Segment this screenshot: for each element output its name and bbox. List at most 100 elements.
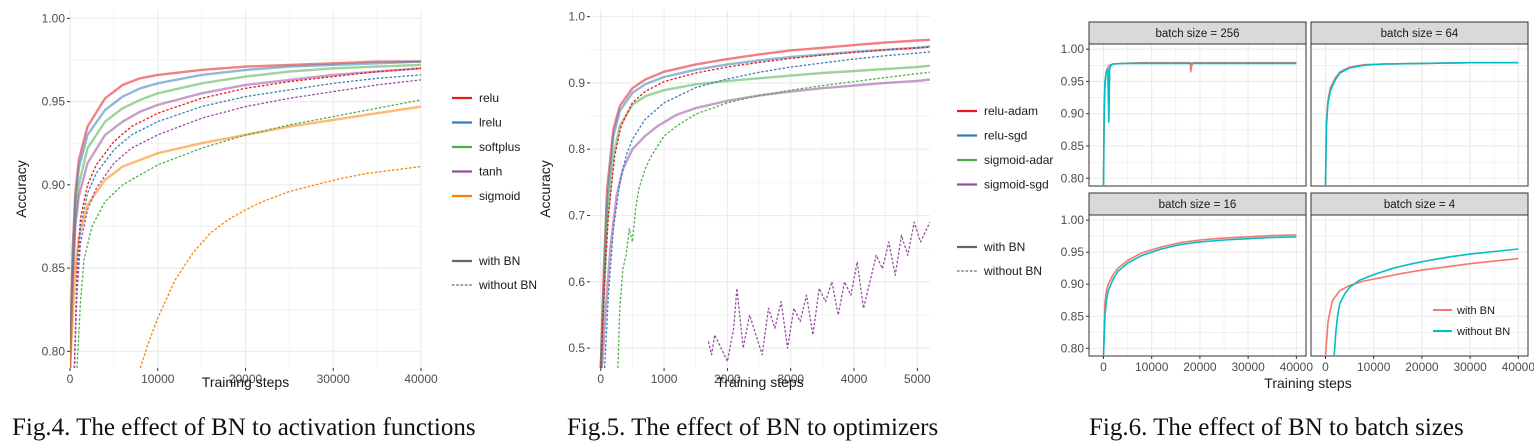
legend-clip-mask <box>1078 170 1088 186</box>
caption-fig4: Fig.4. The effect of BN to activation fu… <box>12 414 476 441</box>
y-tick-label: 0.7 <box>568 209 585 223</box>
series-group <box>1324 248 1519 356</box>
y-tick-label: 1.00 <box>42 11 66 25</box>
x-tick-label: 0 <box>597 372 604 386</box>
series-line-without-BN-with-bn <box>1333 248 1519 356</box>
series-group <box>1102 234 1297 356</box>
x-tick-label: 30000 <box>317 372 351 386</box>
series-group <box>599 38 930 368</box>
x-tick-label: 20000 <box>1405 360 1439 374</box>
facet-strip-label: batch size = 16 <box>1159 199 1237 211</box>
facet-strip-label: batch size = 256 <box>1155 28 1239 40</box>
caption-fig6: Fig.6. The effect of BN to batch sizes <box>1089 414 1464 441</box>
fig5-legend-without-BN-label: without BN <box>983 264 1042 278</box>
x-tick-label: 30000 <box>1453 360 1487 374</box>
series-line-sigmoid-with-bn <box>70 105 421 368</box>
x-tick-label: 40000 <box>1502 360 1534 374</box>
x-tick-label: 5000 <box>904 372 931 386</box>
x-tick-label: 40000 <box>404 372 438 386</box>
fig5-legend-relu-adam-label: relu-adam <box>984 104 1038 118</box>
series-line-relu-sgd-with-bn <box>599 45 930 368</box>
x-tick-label: 20000 <box>229 372 263 386</box>
series-line-with-BN-with-bn <box>1324 257 1519 356</box>
plot-border <box>1088 214 1307 357</box>
fig5-y-axis-title: Accuracy <box>537 160 553 218</box>
series-line-sigmoid-sgd-with-bn <box>600 78 930 368</box>
fig4-plot: 0.80 0.85 0.90 0.95 1.00 0 10000 20000 30000 4000… <box>42 10 438 386</box>
series-line-tanh-with-bn <box>70 67 421 368</box>
series-line-relu-sgd-without-bn <box>603 51 930 368</box>
series-line-tanh-without-bn <box>73 79 421 368</box>
y-tick-label: 0.85 <box>1061 139 1085 153</box>
fig6-panel: 0.80 0.85 0.90 0.95 1.00 0 10000 20000 30000 4000… <box>1061 213 1314 374</box>
series-line-with-BN-with-bn <box>1102 234 1297 356</box>
x-tick-label: 10000 <box>141 372 175 386</box>
fig4-legend-softplus-label: softplus <box>479 140 520 154</box>
series-line-sigmoid-adar-with-bn <box>599 64 930 368</box>
y-tick-label: 1.00 <box>1061 213 1085 227</box>
caption-fig5: Fig.5. The effect of BN to optimizers <box>567 414 938 441</box>
y-tick-label: 0.85 <box>1061 309 1085 323</box>
x-tick-label: 10000 <box>1135 360 1169 374</box>
x-tick-label: 4000 <box>841 372 868 386</box>
y-tick-label: 0.85 <box>42 261 66 275</box>
fig4-y-axis-title: Accuracy <box>13 160 29 218</box>
fig5-legend-with-BN-label: with BN <box>983 240 1025 254</box>
fig4-legend-relu-label: relu <box>479 91 499 105</box>
fig6-panel <box>1310 43 1529 187</box>
series-line-without-BN-with-bn <box>1324 61 1519 186</box>
series-line-without-BN-with-bn <box>1102 236 1297 356</box>
fig6-panel: 0 10000 20000 30000 40000 <box>1310 214 1534 374</box>
series-group <box>70 60 421 368</box>
facet-strip-label: batch size = 4 <box>1384 199 1456 211</box>
fig5-legend-relu-sgd-label: relu-sgd <box>984 129 1027 143</box>
x-tick-label: 0 <box>1322 360 1329 374</box>
y-tick-label: 0.6 <box>568 275 585 289</box>
fig6-panel: 0.80 0.85 0.90 0.95 1.00 <box>1061 42 1307 187</box>
y-tick-label: 0.95 <box>1061 74 1085 88</box>
y-tick-label: 0.95 <box>1061 245 1085 259</box>
y-tick-label: 0.5 <box>568 341 585 355</box>
x-tick-label: 0 <box>67 372 74 386</box>
fig6-legend-label-with-BN: with BN <box>1456 305 1495 317</box>
fig4-legend-tanh-label: tanh <box>479 165 502 179</box>
x-tick-label: 30000 <box>1231 360 1265 374</box>
y-tick-label: 0.9 <box>568 76 585 90</box>
series-line-without-BN-with-bn <box>1102 62 1297 186</box>
series-group <box>1324 61 1519 186</box>
y-tick-label: 0.80 <box>42 344 66 358</box>
plot-border <box>1088 43 1307 187</box>
series-line-relu-adam-without-bn <box>600 46 930 368</box>
y-tick-label: 0.90 <box>1061 107 1085 121</box>
series-line-sigmoid-sgd-without-bn <box>707 221 930 363</box>
x-tick-label: 1000 <box>651 372 678 386</box>
fig5-legend-sigmoid-sgd-label: sigmoid-sgd <box>984 178 1049 192</box>
fig6-x-axis-title: Training steps <box>1264 375 1351 391</box>
series-line-lrelu-without-bn <box>73 74 421 368</box>
series-group <box>1102 61 1297 186</box>
y-tick-label: 0.8 <box>568 142 585 156</box>
y-tick-label: 0.80 <box>1061 171 1085 185</box>
x-tick-label: 2000 <box>714 372 741 386</box>
y-tick-label: 1.0 <box>568 10 585 24</box>
series-line-lrelu-with-bn <box>70 60 421 368</box>
plot-border <box>1310 214 1529 357</box>
facet-strip-label: batch size = 64 <box>1381 28 1459 40</box>
fig4-legend-with-BN-label: with BN <box>478 254 520 268</box>
series-line-sigmoid-without-bn <box>139 165 421 368</box>
fig4-legend-sigmoid-label: sigmoid <box>479 189 520 203</box>
series-line-relu-adam-with-bn <box>599 38 930 368</box>
fig4-x-axis-title: Training steps <box>202 374 289 390</box>
plot-border <box>1310 43 1529 187</box>
x-tick-label: 0 <box>1100 360 1107 374</box>
y-tick-label: 0.90 <box>42 178 66 192</box>
series-line-sigmoid-adar-without-bn <box>617 71 930 368</box>
x-tick-label: 40000 <box>1280 360 1314 374</box>
fig4-legend-lrelu-label: lrelu <box>479 116 502 130</box>
fig4-legend-without-BN-label: without BN <box>478 278 537 292</box>
y-tick-label: 0.90 <box>1061 277 1085 291</box>
series-line-relu-without-bn <box>73 67 421 368</box>
y-tick-label: 1.00 <box>1061 42 1085 56</box>
fig5-plot: 0.5 0.6 0.7 0.8 0.9 1.0 0 1000 2000 3000 4000 5000 <box>568 10 931 386</box>
